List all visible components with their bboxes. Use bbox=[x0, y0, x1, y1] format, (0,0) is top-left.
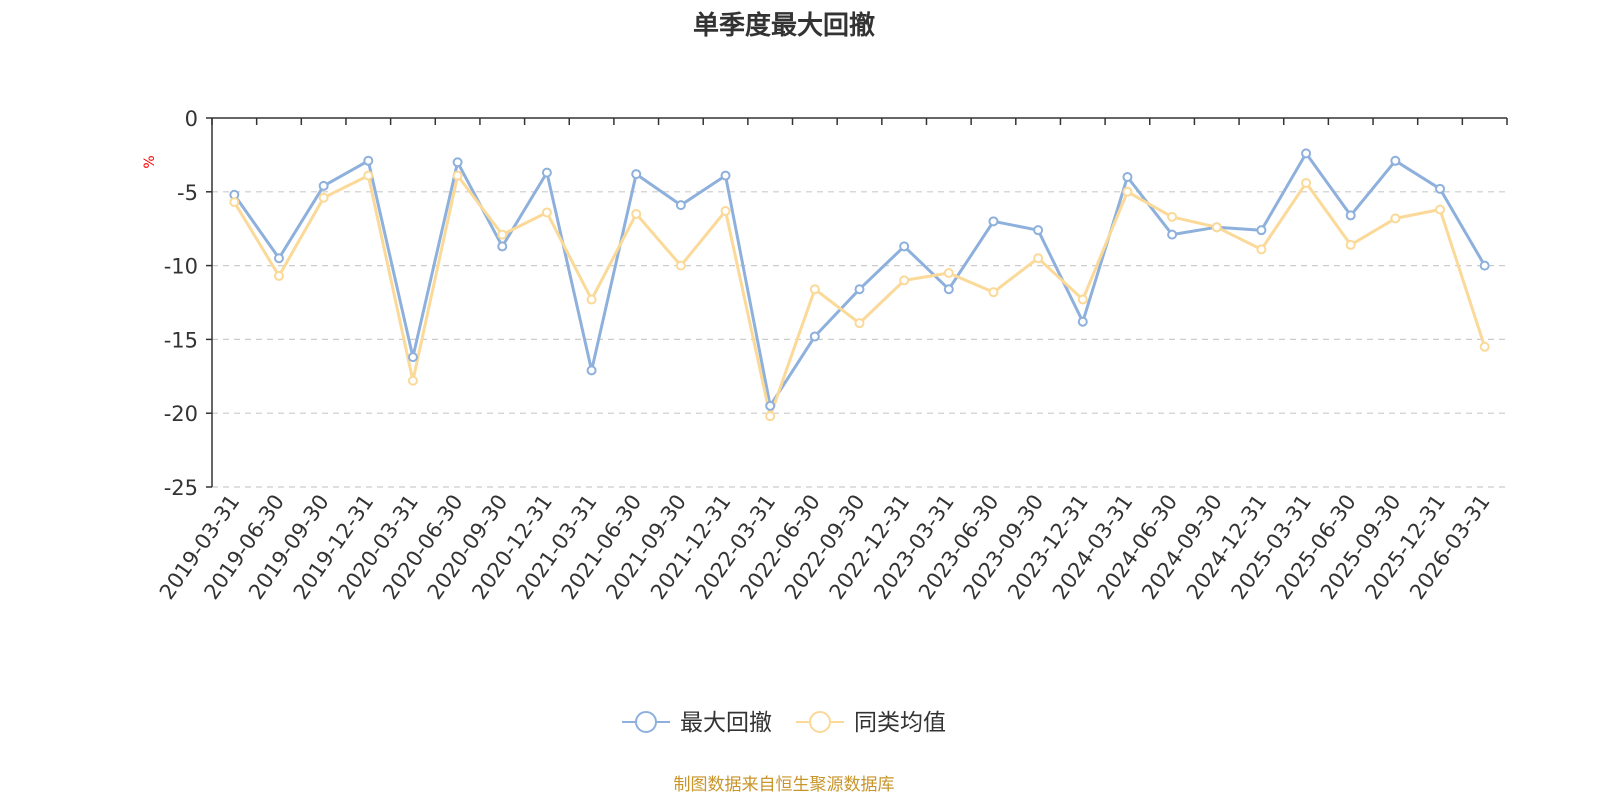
series-0-point bbox=[765, 400, 776, 411]
series-0-point bbox=[363, 155, 374, 166]
source-note: 制图数据来自恒生聚源数据库 bbox=[674, 775, 895, 795]
legend-marker bbox=[809, 711, 831, 733]
series-1-point bbox=[1167, 211, 1178, 222]
series-1-point bbox=[854, 318, 865, 329]
series-0-point bbox=[407, 352, 418, 363]
y-axis-label: % bbox=[142, 155, 158, 168]
series-1-point bbox=[675, 260, 686, 271]
y-tick-label: -10 bbox=[164, 255, 198, 279]
legend-item-0[interactable]: 最大回撤 bbox=[622, 710, 772, 736]
series-0-point bbox=[541, 167, 552, 178]
series-0-point bbox=[720, 170, 731, 181]
series-1-point bbox=[631, 208, 642, 219]
legend-item-1[interactable]: 同类均值 bbox=[796, 710, 946, 736]
legend[interactable]: 最大回撤 同类均值 bbox=[622, 710, 946, 736]
gridlines bbox=[212, 191, 1507, 488]
series-line-1 bbox=[233, 174, 1487, 418]
y-tick-label: -20 bbox=[164, 402, 198, 426]
series-1-point bbox=[1479, 341, 1490, 352]
series-0-point bbox=[1033, 225, 1044, 236]
series-0-point bbox=[1122, 172, 1133, 183]
series-0-point bbox=[631, 169, 642, 180]
series-0-point bbox=[273, 253, 284, 264]
y-tick-label: -25 bbox=[164, 476, 198, 500]
series-0-point bbox=[809, 331, 820, 342]
series-1-point bbox=[1122, 186, 1133, 197]
series-0-point bbox=[854, 284, 865, 295]
series-0-point bbox=[452, 157, 463, 168]
series-1-point bbox=[452, 170, 463, 181]
y-tick-label: -15 bbox=[164, 328, 198, 352]
series-1-point bbox=[541, 207, 552, 218]
series-group bbox=[229, 148, 1490, 422]
series-0-point bbox=[988, 216, 999, 227]
series-0-point bbox=[1435, 183, 1446, 194]
series-1-point bbox=[273, 270, 284, 281]
series-1-point bbox=[1435, 204, 1446, 215]
axes bbox=[211, 117, 1507, 487]
series-1-point bbox=[407, 375, 418, 386]
series-0-point bbox=[1301, 148, 1312, 159]
chart-title: 单季度最大回撤 bbox=[693, 10, 875, 41]
series-0-point bbox=[1390, 155, 1401, 166]
series-1-point bbox=[1211, 222, 1222, 233]
series-1-point bbox=[363, 170, 374, 181]
series-1-point bbox=[1345, 239, 1356, 250]
series-0-point bbox=[1479, 260, 1490, 271]
series-0-point bbox=[318, 180, 329, 191]
y-tick-label: -5 bbox=[177, 181, 198, 205]
series-0-point bbox=[1167, 229, 1178, 240]
series-0-point bbox=[1256, 225, 1267, 236]
series-1-point bbox=[809, 284, 820, 295]
series-0-point bbox=[1345, 210, 1356, 221]
series-1-point bbox=[899, 275, 910, 286]
series-0-point bbox=[899, 241, 910, 252]
series-0-point bbox=[497, 241, 508, 252]
series-1-point bbox=[586, 294, 597, 305]
x-axis-ticks: 2019-03-312019-06-302019-09-302019-12-31… bbox=[155, 118, 1508, 604]
series-0-point bbox=[675, 200, 686, 211]
series-0-point bbox=[943, 284, 954, 295]
legend-label: 同类均值 bbox=[854, 710, 946, 736]
y-axis-ticks: 0 -5 -10 -15 -20 -25 bbox=[164, 107, 212, 500]
series-1-point bbox=[318, 192, 329, 203]
series-1-point bbox=[765, 411, 776, 422]
legend-marker bbox=[635, 711, 657, 733]
y-tick-label: 0 bbox=[185, 107, 198, 131]
series-1-point bbox=[229, 197, 240, 208]
series-1-point bbox=[943, 267, 954, 278]
series-1-point bbox=[497, 229, 508, 240]
series-1-point bbox=[988, 287, 999, 298]
series-0-point bbox=[586, 365, 597, 376]
series-1-point bbox=[1301, 177, 1312, 188]
series-1-point bbox=[1077, 294, 1088, 305]
series-1-point bbox=[720, 205, 731, 216]
series-0-point bbox=[1077, 316, 1088, 327]
series-1-point bbox=[1256, 244, 1267, 255]
legend-label: 最大回撤 bbox=[680, 710, 772, 736]
series-1-point bbox=[1390, 213, 1401, 224]
series-1-point bbox=[1033, 253, 1044, 264]
